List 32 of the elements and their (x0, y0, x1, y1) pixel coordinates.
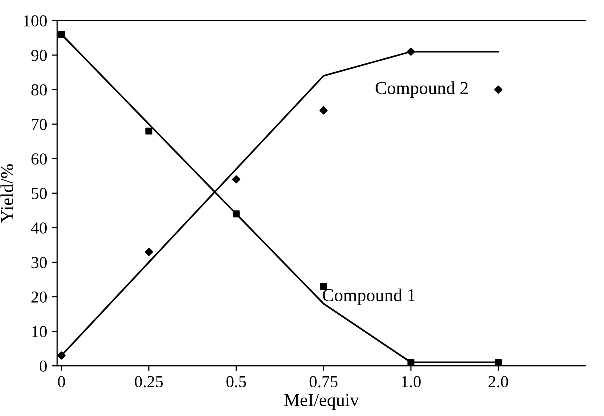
x-tick-label: 0.5 (226, 376, 246, 388)
y-tick-label: 40 (31, 222, 48, 234)
x-tick-label: 1.0 (402, 376, 421, 388)
annotation: Compound 2 (376, 82, 468, 98)
y-tick-label: 10 (32, 326, 48, 338)
x-tick-label: 0.75 (310, 376, 338, 388)
point (145, 248, 154, 256)
point (232, 210, 240, 218)
y-axis-title: Yield/% (0, 164, 14, 223)
y-tick-label: 30 (32, 257, 48, 268)
point (495, 359, 502, 366)
y-tick-label: 100 (24, 16, 48, 27)
y-tick-label: 20 (32, 292, 48, 303)
point (408, 359, 415, 366)
point (320, 106, 328, 115)
x-tick-label: 0 (58, 376, 66, 388)
x-tick-label: 0.25 (135, 376, 164, 388)
y-tick-label: 90 (32, 50, 48, 62)
x-axis-title: MeI/equiv (284, 394, 360, 410)
x-tick-label: 2.0 (488, 376, 508, 388)
point (407, 48, 416, 56)
y-tick-label: 80 (32, 84, 48, 96)
annotation: Compound 1 (323, 288, 416, 306)
point (58, 352, 66, 360)
point (146, 128, 153, 135)
point (494, 86, 503, 94)
point (232, 176, 241, 184)
point (58, 31, 66, 38)
y-tick-label: 0 (40, 360, 48, 372)
y-tick-label: 50 (32, 188, 48, 200)
y-tick-label: 60 (32, 154, 48, 165)
y-tick-label: 70 (32, 119, 48, 130)
